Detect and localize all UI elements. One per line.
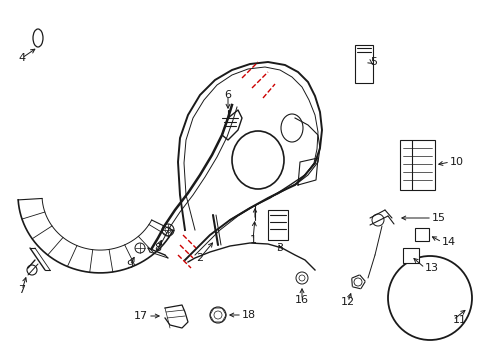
Text: 1: 1 (249, 235, 256, 245)
Text: 18: 18 (242, 310, 256, 320)
Text: 8: 8 (154, 243, 161, 253)
Text: 15: 15 (431, 213, 445, 223)
Text: 7: 7 (19, 285, 25, 295)
Text: 3: 3 (276, 243, 283, 253)
Text: 6: 6 (224, 90, 231, 100)
Text: 14: 14 (441, 237, 455, 247)
Text: 13: 13 (424, 263, 438, 273)
FancyBboxPatch shape (414, 228, 428, 241)
Text: 10: 10 (449, 157, 463, 167)
FancyBboxPatch shape (354, 45, 372, 83)
Text: 11: 11 (452, 315, 466, 325)
Text: 12: 12 (340, 297, 354, 307)
Text: 9: 9 (126, 260, 133, 270)
Text: 2: 2 (196, 253, 203, 263)
FancyBboxPatch shape (402, 248, 418, 263)
Text: 4: 4 (19, 53, 25, 63)
FancyBboxPatch shape (267, 210, 287, 240)
Text: 5: 5 (369, 57, 376, 67)
FancyBboxPatch shape (399, 140, 434, 190)
Text: 17: 17 (134, 311, 148, 321)
Text: 16: 16 (294, 295, 308, 305)
